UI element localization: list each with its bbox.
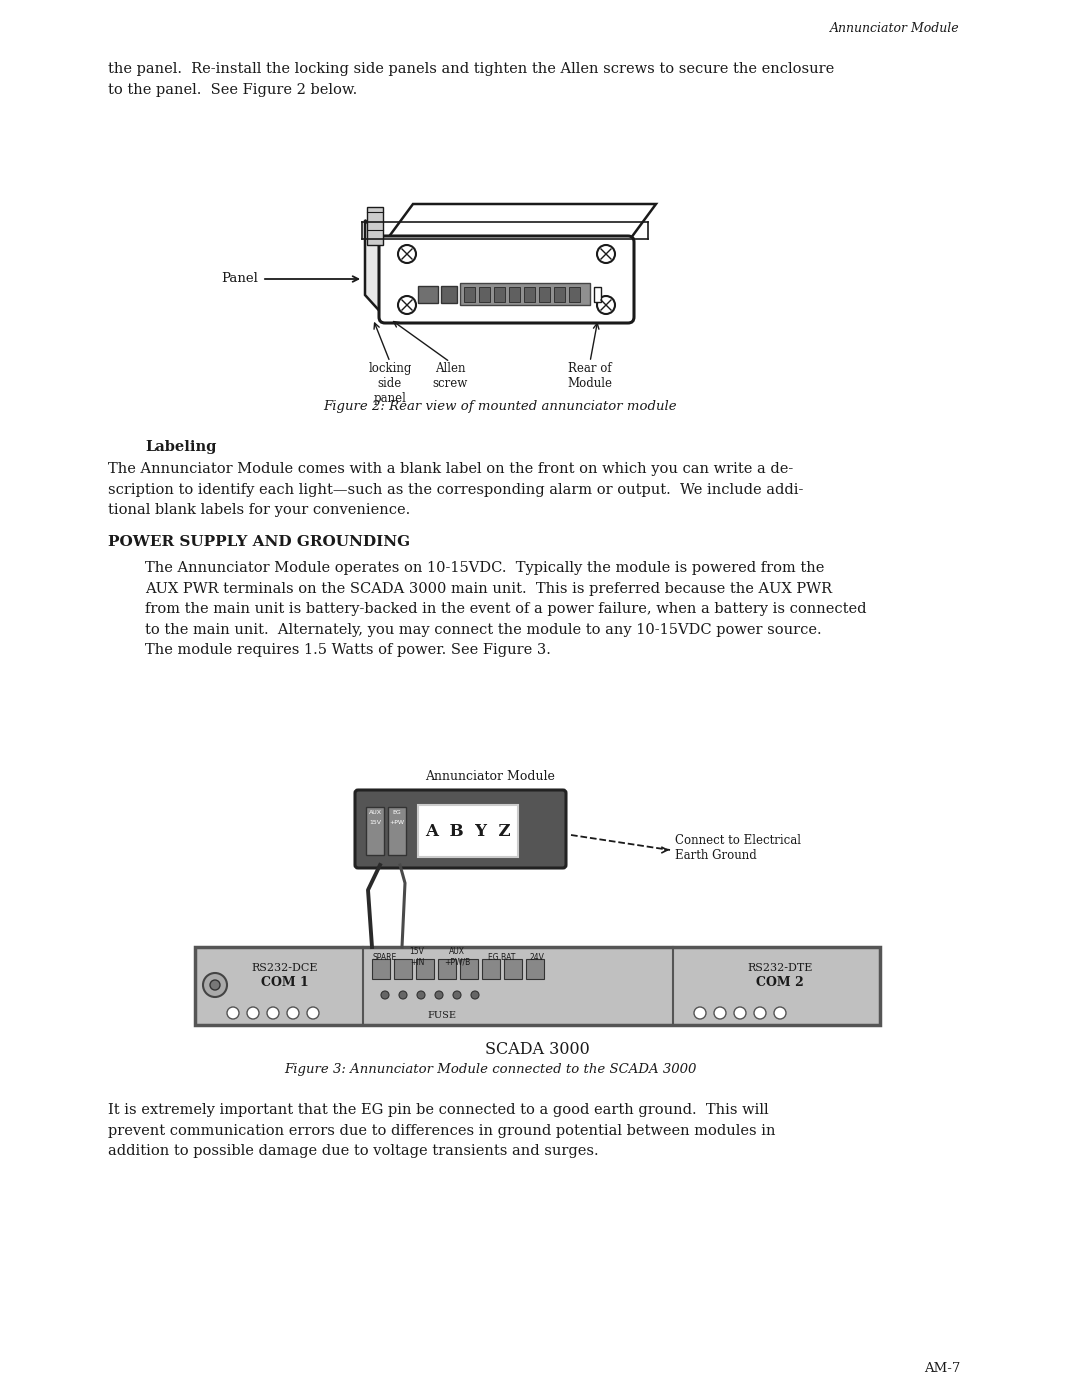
Circle shape <box>453 990 461 999</box>
Text: RS232-DCE: RS232-DCE <box>252 963 319 972</box>
Text: Allen
screw: Allen screw <box>432 362 468 390</box>
Circle shape <box>399 990 407 999</box>
FancyBboxPatch shape <box>355 789 566 868</box>
Text: Figure 2: Rear view of mounted annunciator module: Figure 2: Rear view of mounted annunciat… <box>323 400 677 414</box>
Bar <box>569 286 580 302</box>
Text: COM 1: COM 1 <box>261 975 309 989</box>
Bar <box>372 958 390 979</box>
Bar <box>539 286 550 302</box>
Bar <box>464 286 475 302</box>
Text: A  B  Y  Z: A B Y Z <box>426 823 511 840</box>
Bar <box>494 286 505 302</box>
Circle shape <box>734 1007 746 1018</box>
Circle shape <box>774 1007 786 1018</box>
Text: locking
side
panel: locking side panel <box>368 362 411 405</box>
Circle shape <box>471 990 480 999</box>
Text: Connect to Electrical
Earth Ground: Connect to Electrical Earth Ground <box>675 834 801 862</box>
Circle shape <box>203 972 227 997</box>
Bar <box>441 286 457 303</box>
Circle shape <box>287 1007 299 1018</box>
Bar <box>554 286 565 302</box>
Text: COM 2: COM 2 <box>756 975 804 989</box>
Text: AUX
+PW/B: AUX +PW/B <box>444 947 470 967</box>
Circle shape <box>307 1007 319 1018</box>
Bar <box>438 958 456 979</box>
Bar <box>460 284 590 305</box>
Bar <box>416 958 434 979</box>
Circle shape <box>227 1007 239 1018</box>
Circle shape <box>399 296 416 314</box>
Circle shape <box>267 1007 279 1018</box>
Circle shape <box>417 990 426 999</box>
Text: Rear of
Module: Rear of Module <box>567 362 612 390</box>
Polygon shape <box>384 204 656 242</box>
Bar <box>418 805 518 856</box>
Bar <box>504 958 522 979</box>
Text: Panel: Panel <box>221 272 258 285</box>
Circle shape <box>754 1007 766 1018</box>
Bar <box>460 958 478 979</box>
Circle shape <box>247 1007 259 1018</box>
Circle shape <box>210 981 220 990</box>
Text: AUX: AUX <box>368 810 381 816</box>
Bar <box>418 286 438 303</box>
Text: EG: EG <box>393 810 402 816</box>
Text: FUSE: FUSE <box>428 1010 457 1020</box>
Text: Annunciator Module: Annunciator Module <box>426 770 555 782</box>
Text: 15V: 15V <box>369 820 381 826</box>
Text: AM-7: AM-7 <box>923 1362 960 1375</box>
Bar <box>195 947 880 1025</box>
Text: EG BAT: EG BAT <box>488 953 515 961</box>
Bar <box>480 286 490 302</box>
FancyBboxPatch shape <box>379 236 634 323</box>
Circle shape <box>597 244 615 263</box>
Bar <box>394 958 411 979</box>
Circle shape <box>435 990 443 999</box>
Text: the panel.  Re-install the locking side panels and tighten the Allen screws to s: the panel. Re-install the locking side p… <box>108 61 834 96</box>
Circle shape <box>714 1007 726 1018</box>
Bar <box>367 207 383 244</box>
Text: SPARE: SPARE <box>373 953 397 961</box>
Text: It is extremely important that the EG pin be connected to a good earth ground.  : It is extremely important that the EG pi… <box>108 1104 775 1158</box>
Circle shape <box>399 244 416 263</box>
Text: +PW: +PW <box>390 820 405 826</box>
Bar <box>524 286 535 302</box>
Bar <box>594 286 600 302</box>
Bar <box>509 286 519 302</box>
Text: Figure 3: Annunciator Module connected to the SCADA 3000: Figure 3: Annunciator Module connected t… <box>284 1063 697 1076</box>
Bar <box>526 958 544 979</box>
Text: POWER SUPPLY AND GROUNDING: POWER SUPPLY AND GROUNDING <box>108 535 410 549</box>
Text: The Annunciator Module comes with a blank label on the front on which you can wr: The Annunciator Module comes with a blan… <box>108 462 804 517</box>
Text: Labeling: Labeling <box>145 440 216 454</box>
Bar <box>482 958 500 979</box>
Text: The Annunciator Module operates on 10-15VDC.  Typically the module is powered fr: The Annunciator Module operates on 10-15… <box>145 562 866 658</box>
Text: 15V
+IN: 15V +IN <box>409 947 424 967</box>
Circle shape <box>597 296 615 314</box>
Text: Annunciator Module: Annunciator Module <box>831 22 960 35</box>
Text: SCADA 3000: SCADA 3000 <box>485 1041 590 1058</box>
Text: RS232-DTE: RS232-DTE <box>747 963 812 972</box>
Bar <box>388 807 406 855</box>
Text: 24V: 24V <box>529 953 544 961</box>
Circle shape <box>381 990 389 999</box>
Circle shape <box>694 1007 706 1018</box>
Bar <box>366 807 384 855</box>
Polygon shape <box>365 219 384 317</box>
